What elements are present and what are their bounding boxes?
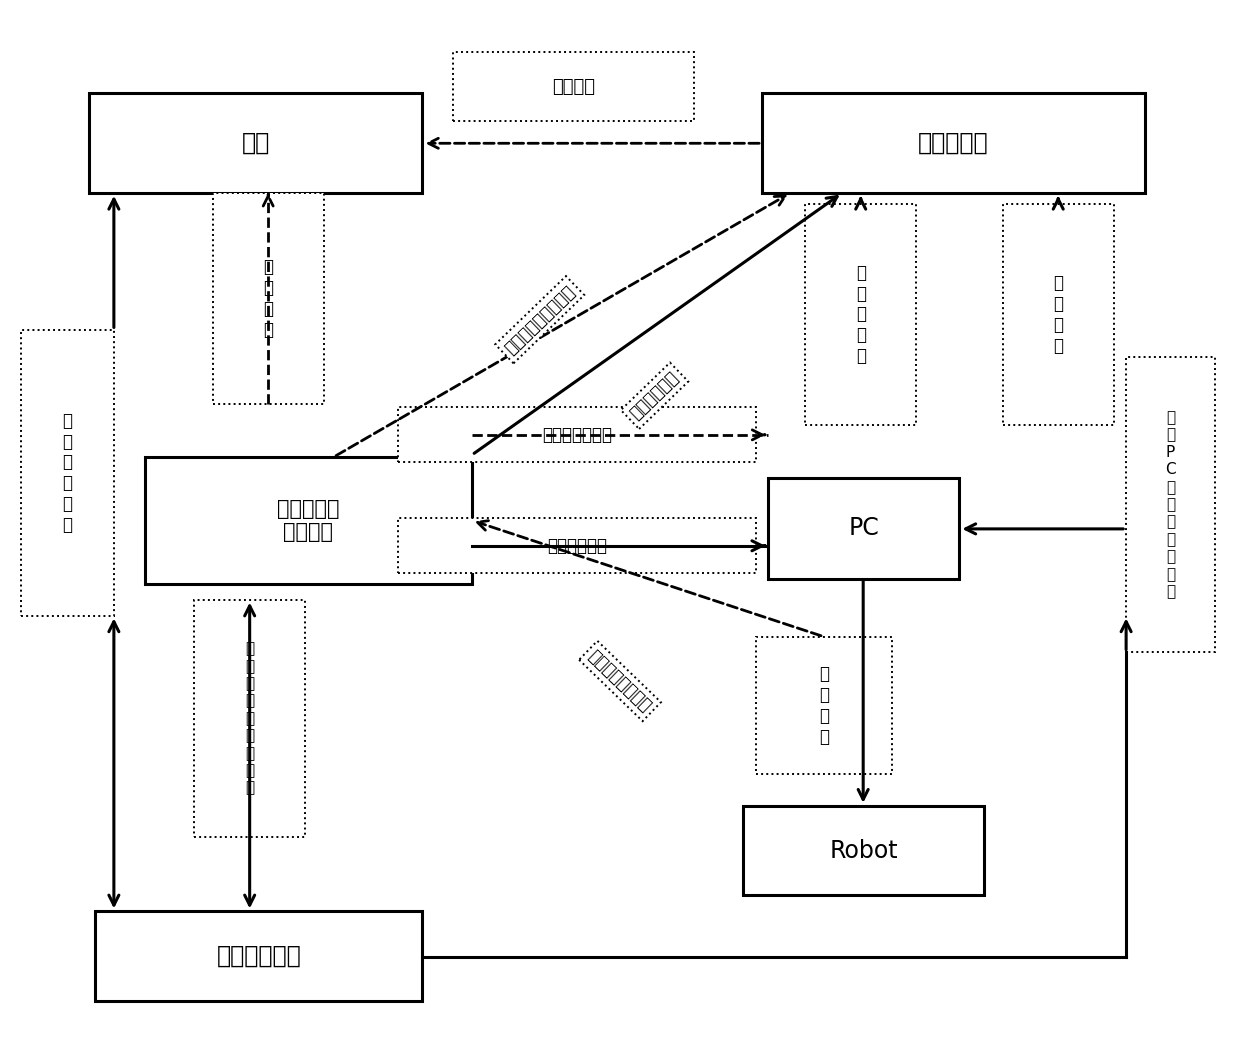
Text: PC: PC — [848, 516, 879, 541]
FancyBboxPatch shape — [145, 457, 472, 584]
Text: 参
数
线
性
化: 参 数 线 性 化 — [856, 263, 866, 365]
FancyBboxPatch shape — [1003, 204, 1114, 426]
Text: 读取精测参数: 读取精测参数 — [547, 536, 606, 554]
Text: 精
确
测
量
参
数: 精 确 测 量 参 数 — [62, 412, 73, 534]
Text: 参数反馈、闭环控制: 参数反馈、闭环控制 — [501, 282, 578, 358]
FancyBboxPatch shape — [89, 92, 423, 193]
Text: 反
馈
P
C
、
实
现
参
数
校
准: 反 馈 P C 、 实 现 参 数 校 准 — [1166, 410, 1176, 599]
FancyBboxPatch shape — [761, 92, 1145, 193]
Text: 测
量
参
数: 测 量 参 数 — [263, 258, 273, 339]
FancyBboxPatch shape — [1126, 357, 1215, 652]
Text: 定
义
程
序: 定 义 程 序 — [818, 665, 828, 746]
Text: 测
量
系
统
一
致
性
验
证: 测 量 系 统 一 致 性 验 证 — [246, 641, 254, 795]
Text: 焊钳: 焊钳 — [242, 131, 270, 155]
FancyBboxPatch shape — [21, 330, 114, 616]
Text: 校准测量系统: 校准测量系统 — [626, 369, 682, 423]
FancyBboxPatch shape — [398, 518, 756, 573]
Text: 定
义
参
数: 定 义 参 数 — [1053, 274, 1063, 355]
FancyBboxPatch shape — [744, 806, 985, 895]
Text: 安装反馈测量系统: 安装反馈测量系统 — [585, 647, 655, 716]
FancyBboxPatch shape — [195, 600, 305, 837]
FancyBboxPatch shape — [398, 408, 756, 462]
FancyBboxPatch shape — [212, 193, 324, 405]
FancyBboxPatch shape — [454, 52, 694, 121]
Text: 输出参数: 输出参数 — [552, 78, 595, 96]
FancyBboxPatch shape — [95, 911, 423, 1001]
FancyBboxPatch shape — [756, 636, 892, 774]
Text: 精确测量系统: 精确测量系统 — [217, 944, 301, 969]
FancyBboxPatch shape — [768, 478, 960, 579]
Text: 读取自测量参数: 读取自测量参数 — [542, 426, 611, 444]
Text: 焊钳控制器: 焊钳控制器 — [918, 131, 988, 155]
Text: 机器人自带
测量系统: 机器人自带 测量系统 — [277, 499, 340, 542]
Text: Robot: Robot — [830, 839, 898, 862]
FancyBboxPatch shape — [805, 204, 916, 426]
